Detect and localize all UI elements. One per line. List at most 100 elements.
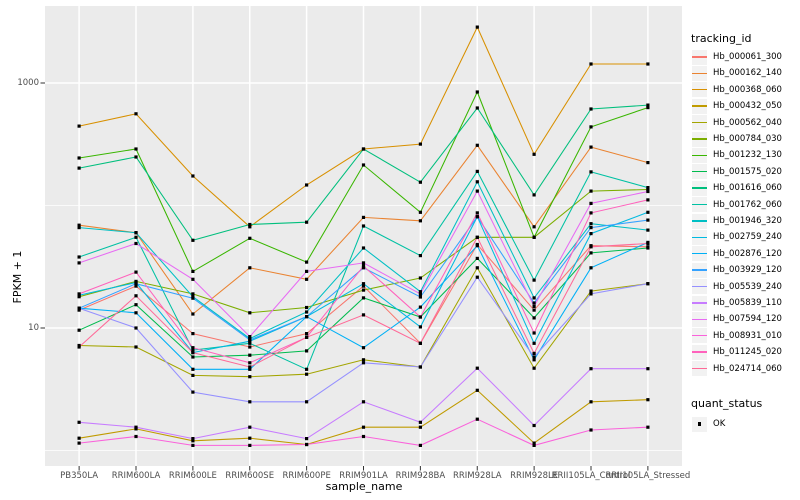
legend-line-swatch	[692, 187, 707, 189]
data-point	[532, 152, 536, 156]
data-point	[191, 439, 195, 443]
data-point	[77, 345, 81, 349]
data-point	[418, 315, 422, 319]
data-point	[418, 219, 422, 223]
data-point	[77, 255, 81, 259]
data-point	[361, 346, 366, 350]
data-point	[418, 365, 422, 369]
legend-entry: Hb_001762_060	[692, 197, 782, 213]
legend-key	[692, 197, 707, 213]
data-point	[532, 296, 536, 300]
legend-line-swatch	[692, 72, 707, 75]
data-point	[589, 292, 593, 296]
legend-label: Hb_000368_060	[713, 84, 782, 95]
data-point	[248, 425, 252, 429]
legend-label: Hb_001762_060	[713, 199, 782, 210]
data-point	[475, 388, 479, 392]
y-axis-title: FPKM + 1	[11, 250, 24, 304]
data-point	[248, 400, 252, 404]
data-point	[191, 367, 195, 371]
legend-label: Hb_007594_120	[713, 314, 782, 325]
data-point	[589, 251, 593, 255]
data-point	[134, 425, 138, 429]
data-point	[418, 142, 422, 146]
data-point	[191, 351, 195, 355]
legend-entry: Hb_001575_020	[692, 164, 782, 180]
data-point	[361, 215, 366, 219]
x-tick-label: RRIM928BA	[395, 471, 446, 481]
legend-key	[692, 229, 707, 245]
legend-key	[692, 279, 707, 295]
legend-label: Hb_002759_240	[713, 232, 782, 243]
data-point	[134, 112, 138, 116]
legend-label: Hb_000432_050	[713, 101, 782, 112]
legend-entry: Hb_001946_320	[692, 213, 782, 229]
data-point	[418, 425, 422, 429]
legend-entry: Hb_000061_300	[692, 49, 782, 65]
data-point	[134, 303, 138, 307]
data-point	[248, 225, 252, 229]
data-point	[475, 189, 479, 193]
data-point	[77, 436, 81, 440]
legend-line-swatch	[692, 335, 707, 337]
data-point	[361, 425, 366, 429]
data-point	[646, 218, 650, 222]
data-point	[532, 443, 536, 447]
legend-key	[692, 147, 707, 163]
data-point	[77, 261, 81, 265]
legend-entry: Hb_001616_060	[692, 180, 782, 196]
legend-label: Hb_001232_130	[713, 150, 782, 161]
data-point	[248, 222, 252, 227]
data-point	[248, 436, 252, 440]
data-point	[305, 183, 309, 187]
legend-line-swatch	[692, 318, 707, 321]
x-tick-label: RRIM901LA	[339, 471, 388, 481]
data-point	[248, 311, 252, 315]
data-point	[646, 398, 650, 402]
data-point	[475, 275, 479, 279]
data-point	[305, 220, 309, 224]
data-point	[361, 163, 366, 167]
data-point	[418, 292, 422, 296]
legend-label: Hb_005539_240	[713, 281, 782, 292]
legend-entry: Hb_000562_040	[692, 115, 782, 131]
data-point	[418, 290, 422, 294]
legend-label: Hb_001616_060	[713, 183, 782, 194]
legend-key	[692, 65, 707, 81]
data-point	[305, 260, 309, 264]
data-point	[532, 308, 536, 312]
data-point	[248, 236, 252, 240]
data-point	[646, 186, 650, 190]
data-point	[248, 367, 252, 371]
data-point	[77, 156, 81, 160]
x-tick-label: RRII105LA_Control	[551, 471, 631, 481]
data-point	[589, 226, 593, 230]
data-point	[248, 375, 252, 379]
data-point	[77, 420, 81, 424]
data-point	[305, 305, 309, 310]
data-point	[305, 277, 309, 281]
data-point	[134, 235, 138, 239]
data-point	[248, 345, 252, 349]
data-point	[418, 305, 422, 309]
legend-key	[692, 361, 707, 377]
legend-entry: Hb_000432_050	[692, 98, 782, 114]
x-tick-label: RRIM600SE	[225, 471, 275, 481]
y-tick-label: 1000	[17, 78, 39, 88]
data-point	[646, 103, 650, 107]
legend-label: Hb_005839_110	[713, 298, 782, 308]
quant-legend-key	[692, 416, 707, 432]
legend-entry: Hb_002759_240	[692, 229, 782, 245]
data-point	[134, 270, 138, 274]
data-point	[134, 434, 138, 439]
black-square-point-icon	[697, 422, 702, 426]
data-point	[77, 226, 81, 230]
legend-entry: Hb_005539_240	[692, 279, 782, 295]
legend-entry: Hb_000368_060	[692, 82, 782, 98]
data-point	[191, 174, 195, 178]
data-point	[191, 346, 195, 350]
data-point	[589, 245, 593, 249]
data-point	[77, 166, 81, 170]
